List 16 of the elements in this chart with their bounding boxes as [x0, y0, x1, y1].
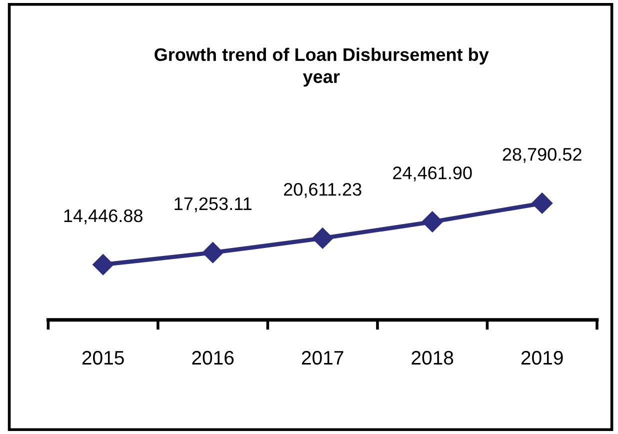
point: [202, 242, 224, 264]
point: [312, 228, 334, 249]
x-tick-label: 2016: [192, 350, 234, 365]
data-label: 17,253.11: [174, 197, 252, 212]
point: [532, 192, 553, 214]
data-label: 14,446.88: [64, 209, 142, 224]
x-tick-label: 2018: [412, 350, 454, 365]
point: [422, 211, 443, 232]
data-label: 24,461.90: [393, 166, 472, 182]
point: [92, 254, 114, 276]
x-tick-label: 2017: [302, 350, 344, 365]
x-tick-label: 2015: [82, 350, 124, 365]
x-tick-label: 2019: [521, 350, 563, 365]
data-label: 20,611.23: [284, 182, 362, 198]
data-label: 28,790.52: [502, 148, 582, 163]
chart-title: Growth trend of Loan Disbursement by year: [154, 48, 489, 87]
